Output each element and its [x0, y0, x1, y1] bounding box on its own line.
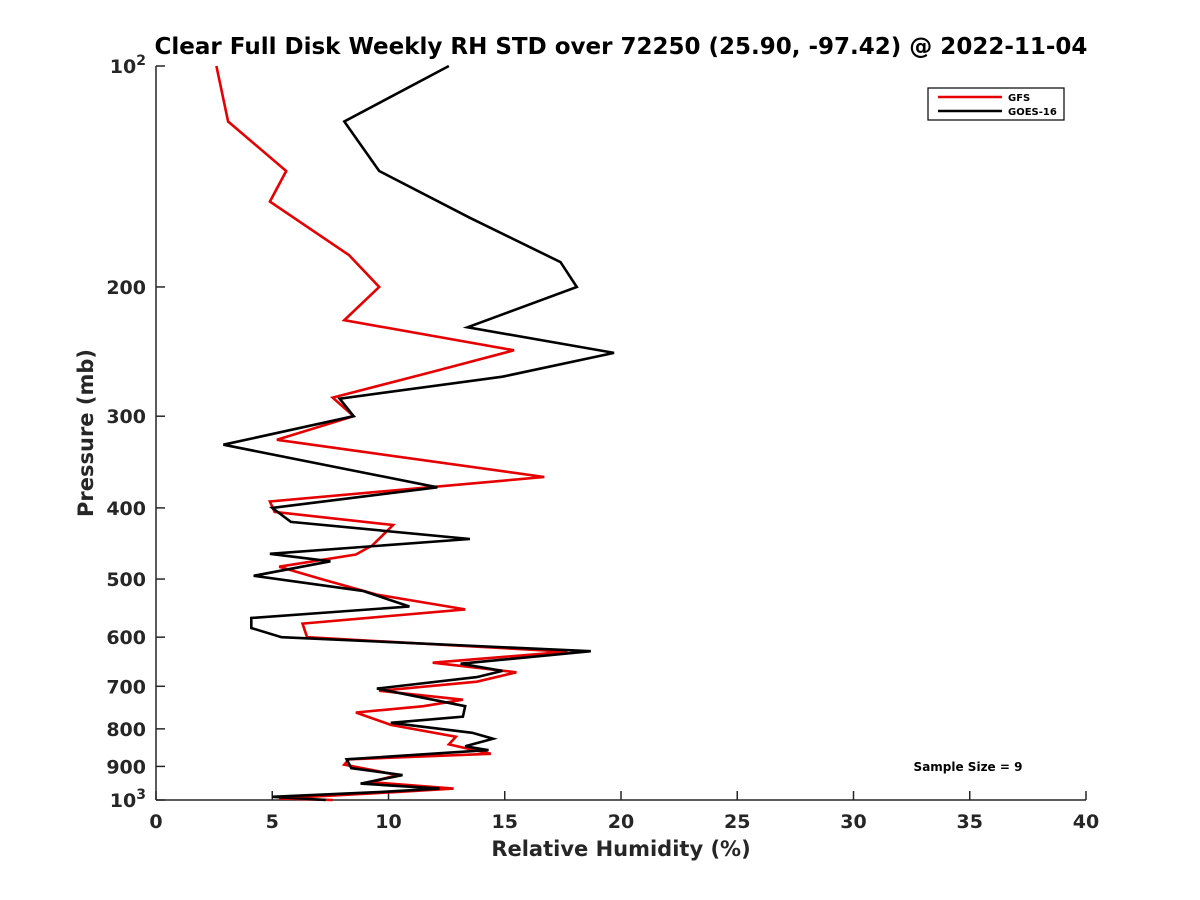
y-tick-label: 600	[106, 627, 146, 649]
y-tick-label: 900	[106, 756, 146, 778]
legend-label: GFS	[1008, 93, 1030, 104]
y-axis-title: Pressure (mb)	[74, 349, 98, 517]
y-tick-label: 103	[110, 787, 146, 812]
legend-label: GOES-16	[1008, 107, 1057, 118]
series-line-goes-16	[223, 64, 615, 802]
y-tick-label: 102	[110, 53, 146, 78]
x-tick-label: 0	[149, 811, 162, 833]
x-tick-label: 40	[1073, 811, 1099, 833]
x-tick-label: 35	[957, 811, 983, 833]
x-tick-label: 15	[492, 811, 518, 833]
x-tick-label: 5	[266, 811, 279, 833]
x-axis-ticks: 0 5 10 15 20 25 30 35 40	[149, 791, 1099, 833]
chart-title: Clear Full Disk Weekly RH STD over 72250…	[155, 34, 1088, 60]
y-tick-label: 500	[106, 569, 146, 591]
y-tick-label: 700	[106, 676, 146, 698]
x-tick-label: 30	[840, 811, 866, 833]
y-tick-label: 200	[106, 277, 146, 299]
legend-items: GFS GOES-16	[938, 93, 1057, 118]
series-layer	[215, 64, 615, 802]
x-axis-title: Relative Humidity (%)	[491, 837, 750, 861]
y-axis-ticks: 102 200 300 400 500 600 700 800 900 103	[106, 53, 165, 812]
x-tick-label: 20	[608, 811, 634, 833]
x-tick-label: 10	[375, 811, 401, 833]
legend-box	[927, 87, 1065, 121]
sample-size-annotation: Sample Size = 9	[914, 760, 1023, 774]
plot-area: 0 5 10 15 20 25 30 35 40 102 200 300 400 500 600 700 80…	[106, 53, 1099, 833]
y-tick-label: 300	[106, 406, 146, 428]
legend: GFS GOES-16	[927, 87, 1065, 121]
x-tick-label: 25	[724, 811, 750, 833]
y-tick-label: 400	[106, 498, 146, 520]
y-tick-label: 800	[106, 719, 146, 741]
